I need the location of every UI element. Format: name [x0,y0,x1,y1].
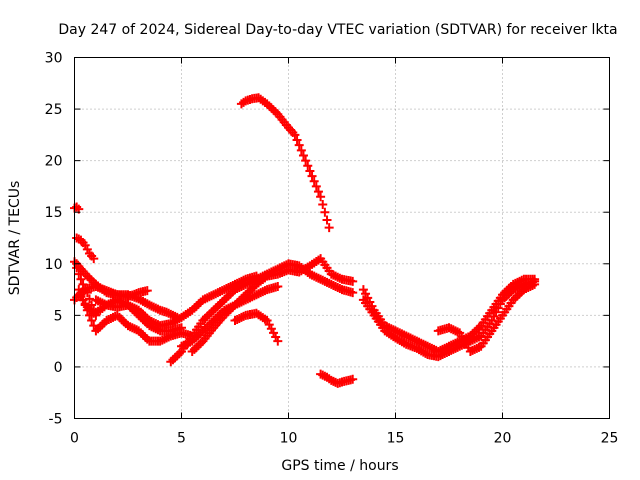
x-tick-label: 10 [280,431,298,447]
data-point [348,288,358,298]
data-point [530,279,540,289]
data-point [320,207,330,217]
x-axis-label: GPS time / hours [281,458,398,474]
series-arc-12 [230,308,283,346]
x-tick-label: 5 [177,431,186,447]
series-arc-16 [358,276,540,362]
ticks: 0 5 10 15 20 25 -5 0 5 10 15 20 25 30 [45,51,619,447]
data-point [74,204,84,214]
data-point [82,288,92,298]
data-point [78,295,88,305]
data-point [82,305,92,315]
data-point [296,145,306,155]
data-marks [70,93,540,388]
series-arc-13 [236,93,334,233]
data-point [298,150,308,160]
data-point [84,310,94,320]
data-point [87,316,97,326]
data-point [318,199,328,209]
y-tick-label: 5 [54,308,63,324]
data-point [309,176,319,186]
data-point [76,290,86,300]
data-point [84,294,94,304]
x-tick-label: 15 [387,431,405,447]
data-point [74,285,84,295]
data-point [313,187,323,197]
series-arc-15 [358,274,540,356]
data-point [316,192,326,202]
data-point [307,171,317,181]
data-point [301,156,311,166]
y-tick-label: 30 [45,51,63,67]
data-point [294,140,304,150]
y-tick-label: 20 [45,154,63,170]
data-point [305,166,315,176]
y-tick-label: 15 [45,205,63,221]
y-tick-label: -5 [49,412,63,428]
series-arc-17 [433,279,540,356]
data-point [322,215,332,225]
data-point [142,286,152,296]
data-point [80,300,90,310]
data-point [292,135,302,145]
x-tick-label: 0 [70,431,79,447]
y-axis-label: SDTVAR / TECUs [7,181,23,296]
chart-title: Day 247 of 2024, Sidereal Day-to-day VTE… [58,22,617,38]
data-point [348,374,358,384]
plot-frame [74,57,610,419]
series-arc-14 [316,369,358,388]
series-arc-5 [70,202,84,214]
data-point [324,223,334,233]
data-point [76,274,86,284]
y-tick-label: 25 [45,102,63,118]
series-arc-8 [91,271,261,331]
data-point [303,161,313,171]
y-tick-label: 0 [54,360,63,376]
x-tick-label: 25 [601,431,619,447]
series-arc-4 [72,233,99,264]
data-point [290,130,300,140]
y-tick-label: 10 [45,257,63,273]
x-tick-label: 20 [494,431,512,447]
data-point [89,254,99,264]
data-point [348,276,358,286]
data-point [311,181,321,191]
series-arc-11 [177,281,283,351]
data-point [273,336,283,346]
data-point [273,281,283,291]
grid [74,57,610,419]
